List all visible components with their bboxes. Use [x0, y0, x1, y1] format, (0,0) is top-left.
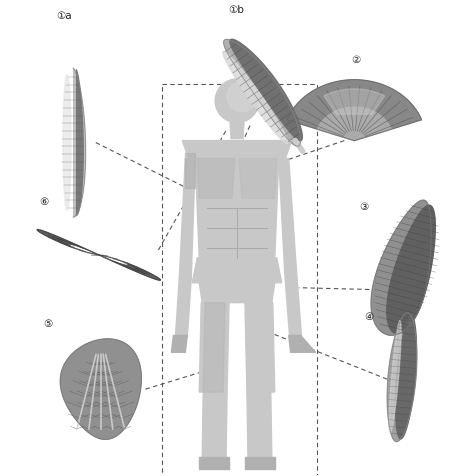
Polygon shape — [389, 321, 401, 433]
Polygon shape — [203, 303, 225, 392]
Polygon shape — [195, 159, 279, 258]
Polygon shape — [175, 278, 191, 337]
Circle shape — [227, 82, 257, 112]
Polygon shape — [199, 303, 229, 392]
Polygon shape — [317, 107, 392, 140]
Polygon shape — [60, 339, 141, 439]
Circle shape — [215, 79, 259, 123]
Polygon shape — [192, 258, 282, 283]
Text: ①a: ①a — [56, 11, 72, 21]
Polygon shape — [324, 89, 385, 114]
Polygon shape — [185, 153, 195, 188]
Polygon shape — [245, 456, 275, 469]
Polygon shape — [230, 123, 244, 139]
Polygon shape — [285, 273, 301, 337]
Polygon shape — [199, 283, 275, 303]
Polygon shape — [223, 51, 288, 144]
Text: ⑥: ⑥ — [39, 197, 48, 207]
Polygon shape — [197, 159, 235, 198]
Polygon shape — [247, 392, 272, 456]
Text: ③: ③ — [359, 202, 368, 212]
Text: ①b: ①b — [228, 5, 244, 15]
Polygon shape — [224, 40, 301, 146]
Polygon shape — [395, 316, 417, 439]
Polygon shape — [71, 246, 127, 264]
Text: ②: ② — [351, 55, 361, 65]
Polygon shape — [289, 336, 316, 352]
Polygon shape — [387, 313, 417, 442]
Polygon shape — [239, 159, 277, 198]
Polygon shape — [182, 140, 292, 160]
Text: ④: ④ — [364, 311, 374, 321]
Polygon shape — [245, 303, 275, 392]
Polygon shape — [279, 159, 297, 273]
Polygon shape — [179, 159, 195, 278]
Polygon shape — [202, 392, 227, 456]
Polygon shape — [199, 456, 229, 469]
Polygon shape — [172, 336, 187, 352]
Polygon shape — [37, 229, 161, 280]
Polygon shape — [63, 75, 71, 210]
Text: ⑤: ⑤ — [43, 319, 53, 329]
Polygon shape — [387, 205, 435, 334]
Polygon shape — [287, 80, 421, 140]
Polygon shape — [230, 39, 302, 141]
Polygon shape — [371, 200, 431, 335]
